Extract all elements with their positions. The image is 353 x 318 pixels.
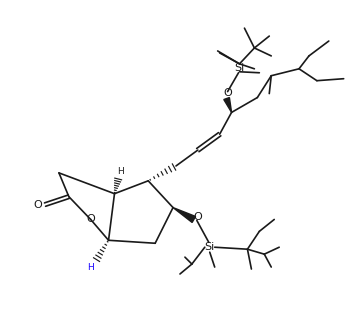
Text: Si: Si <box>205 242 215 252</box>
Text: O: O <box>34 200 42 210</box>
Polygon shape <box>224 98 232 112</box>
Text: H: H <box>117 167 124 176</box>
Text: O: O <box>193 212 202 223</box>
Text: Si: Si <box>234 63 245 73</box>
Polygon shape <box>173 208 196 223</box>
Text: O: O <box>86 214 95 225</box>
Text: O: O <box>223 87 232 98</box>
Text: H: H <box>87 263 94 272</box>
